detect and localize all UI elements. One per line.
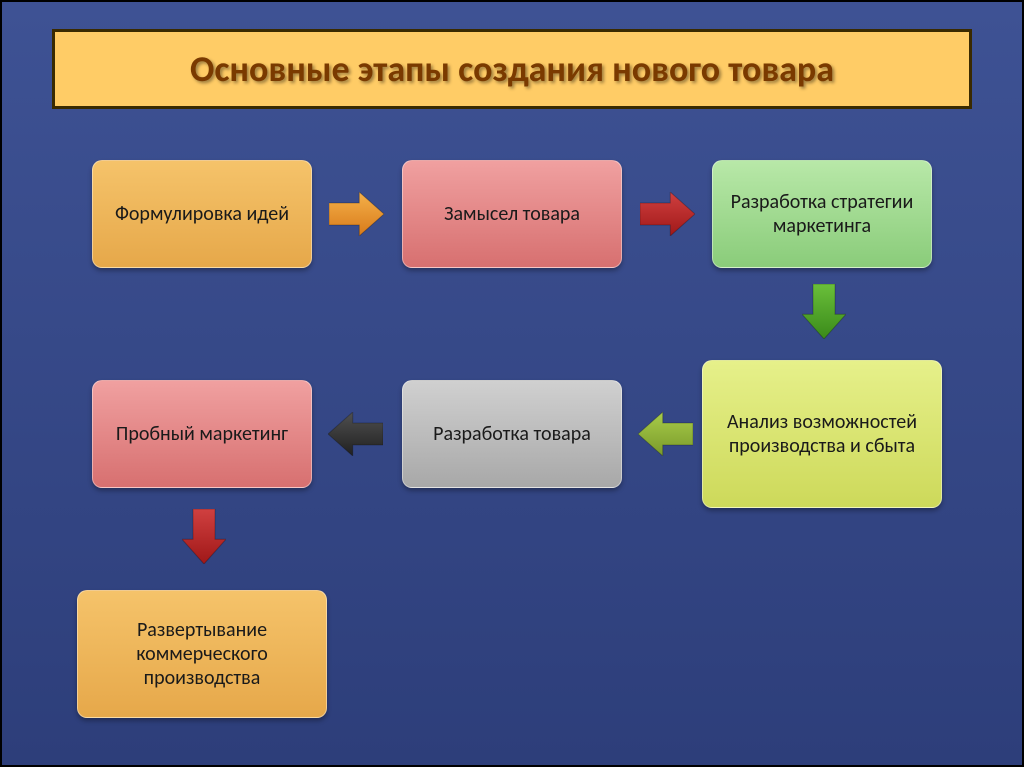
arrow-right-icon [640, 192, 695, 236]
slide-frame: Основные этапы создания нового товара Фо… [0, 0, 1024, 767]
flow-node-n1: Формулировка идей [92, 160, 312, 268]
node-label: Анализ возможностей производства и сбыта [711, 410, 933, 458]
node-label: Пробный маркетинг [116, 422, 288, 446]
slide-title: Основные этапы создания нового товара [190, 47, 834, 91]
flow-node-n7: Развертывание коммерческого производства [77, 590, 327, 718]
flow-node-n3: Разработка стратегии маркетинга [712, 160, 932, 268]
node-label: Разработка товара [433, 422, 591, 446]
node-label: Развертывание коммерческого производства [86, 618, 318, 690]
flow-node-n5: Разработка товара [402, 380, 622, 488]
arrow-right-icon [329, 192, 384, 236]
node-label: Замысел товара [444, 202, 580, 226]
arrow-down-icon [182, 509, 226, 564]
arrow-down-icon [802, 284, 846, 339]
arrow-left-icon [638, 412, 693, 456]
node-label: Формулировка идей [115, 202, 289, 226]
node-label: Разработка стратегии маркетинга [721, 190, 923, 238]
flow-node-n4: Анализ возможностей производства и сбыта [702, 360, 942, 508]
arrow-left-icon [328, 412, 383, 456]
flow-node-n6: Пробный маркетинг [92, 380, 312, 488]
flow-node-n2: Замысел товара [402, 160, 622, 268]
title-box: Основные этапы создания нового товара [52, 29, 972, 109]
